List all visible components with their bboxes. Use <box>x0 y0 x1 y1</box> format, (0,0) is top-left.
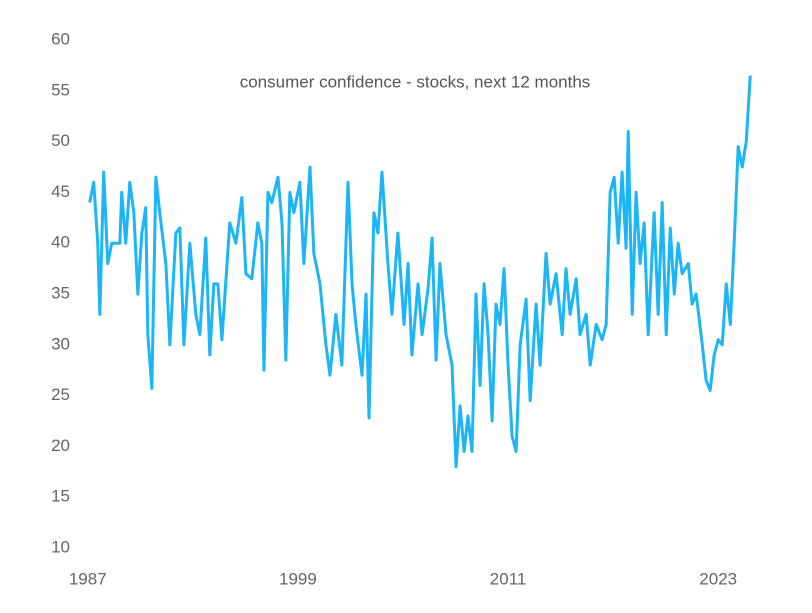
y-tick-label: 20 <box>51 436 70 455</box>
y-tick-label: 35 <box>51 283 70 302</box>
y-tick-label: 55 <box>51 80 70 99</box>
x-tick-label: 1999 <box>279 569 317 588</box>
y-tick-label: 15 <box>51 487 70 506</box>
y-tick-label: 60 <box>51 29 70 48</box>
x-tick-label: 2011 <box>490 569 527 588</box>
chart-title: consumer confidence - stocks, next 12 mo… <box>240 72 591 91</box>
x-tick-label: 2023 <box>699 569 737 588</box>
y-tick-label: 30 <box>51 334 70 353</box>
y-tick-label: 10 <box>51 537 70 556</box>
y-tick-label: 25 <box>51 385 70 404</box>
x-tick-label: 1987 <box>69 569 107 588</box>
y-tick-label: 45 <box>51 182 70 201</box>
y-tick-label: 50 <box>51 131 70 150</box>
data-line <box>88 75 752 469</box>
y-tick-label: 40 <box>51 233 70 252</box>
